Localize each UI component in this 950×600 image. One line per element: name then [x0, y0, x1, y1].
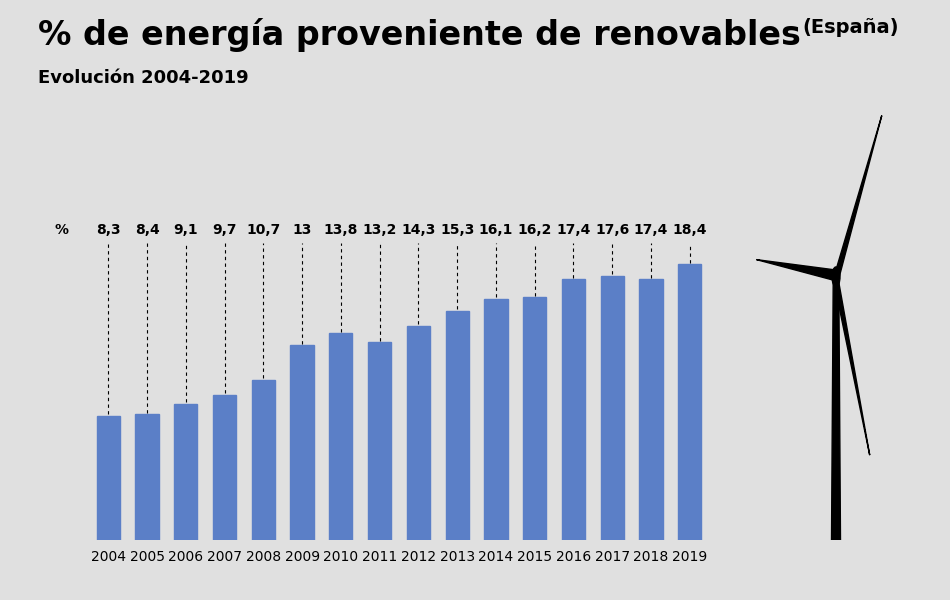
Polygon shape — [835, 116, 882, 281]
Polygon shape — [833, 275, 869, 455]
Bar — [446, 311, 468, 540]
Text: 16,2: 16,2 — [518, 223, 552, 237]
Text: Evolución 2004-2019: Evolución 2004-2019 — [38, 69, 249, 87]
Text: 17,4: 17,4 — [634, 223, 668, 237]
Bar — [97, 415, 120, 540]
Text: 15,3: 15,3 — [440, 223, 474, 237]
Bar — [561, 279, 585, 540]
Bar — [291, 345, 314, 540]
Text: 17,4: 17,4 — [556, 223, 591, 237]
Text: 13: 13 — [293, 223, 312, 237]
Circle shape — [832, 267, 840, 287]
Text: 16,1: 16,1 — [479, 223, 513, 237]
Text: 8,3: 8,3 — [96, 223, 121, 237]
Polygon shape — [756, 260, 836, 281]
Text: 18,4: 18,4 — [673, 223, 707, 237]
Text: %: % — [55, 223, 68, 237]
Bar — [407, 325, 430, 540]
Bar — [368, 342, 391, 540]
Bar — [174, 403, 198, 540]
Text: 13,8: 13,8 — [324, 223, 358, 237]
Text: 17,6: 17,6 — [595, 223, 629, 237]
Polygon shape — [831, 281, 841, 540]
Text: % de energía proveniente de renovables: % de energía proveniente de renovables — [38, 18, 801, 52]
Bar — [213, 395, 237, 540]
Text: 9,1: 9,1 — [174, 223, 199, 237]
Text: 14,3: 14,3 — [401, 223, 435, 237]
Bar — [484, 298, 507, 540]
Bar — [136, 414, 159, 540]
Bar — [330, 333, 352, 540]
Bar — [252, 379, 275, 540]
Bar — [600, 276, 624, 540]
Bar — [523, 297, 546, 540]
Bar — [639, 279, 662, 540]
Text: 9,7: 9,7 — [213, 223, 237, 237]
Bar — [678, 264, 701, 540]
Text: 8,4: 8,4 — [135, 223, 160, 237]
Text: (España): (España) — [803, 18, 900, 37]
Text: 13,2: 13,2 — [363, 223, 397, 237]
Text: 10,7: 10,7 — [246, 223, 280, 237]
